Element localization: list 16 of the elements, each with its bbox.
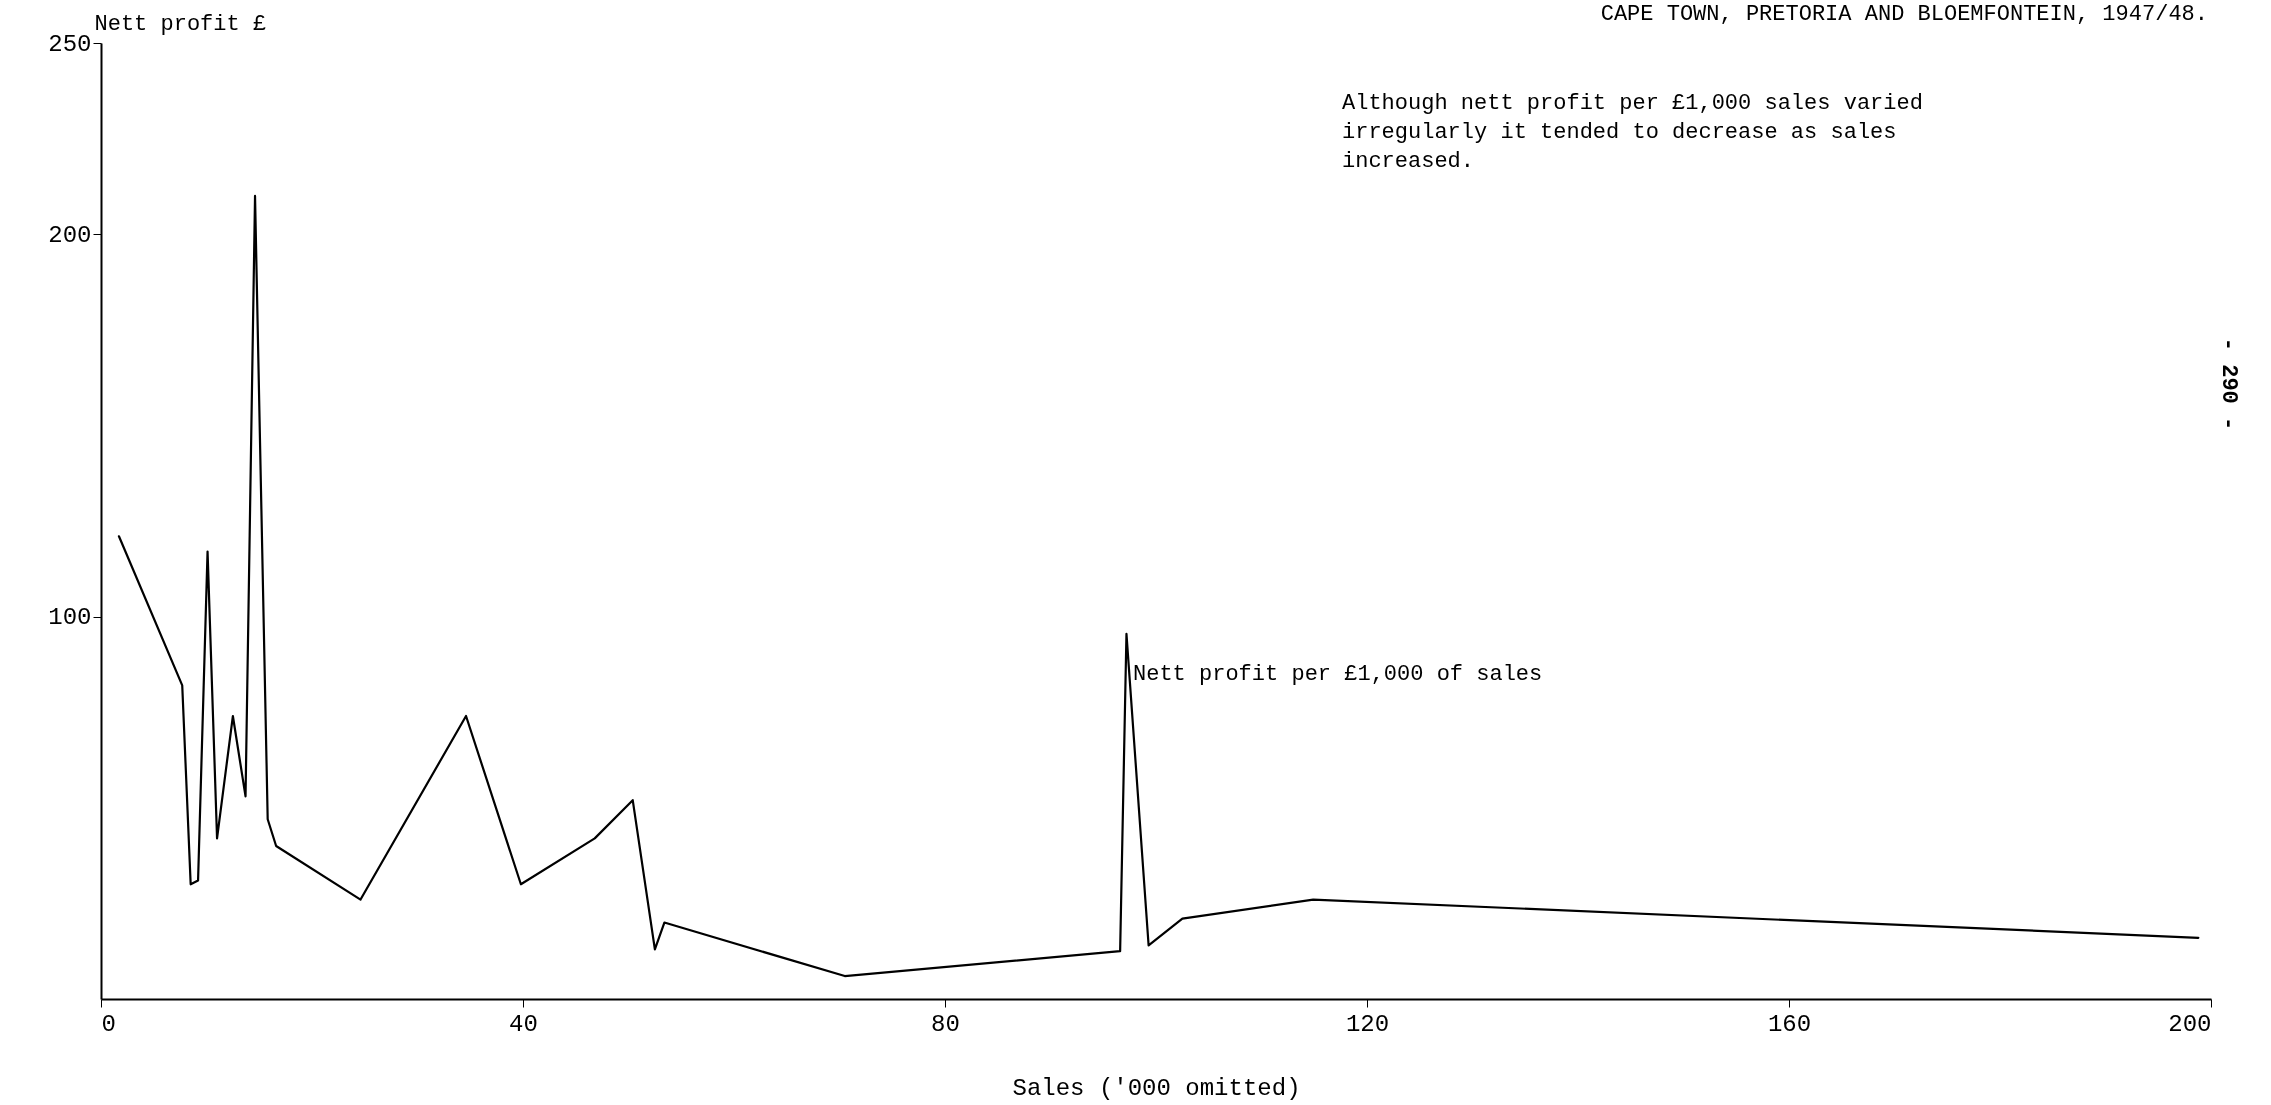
x-tick-label: 200 (2168, 1010, 2212, 1038)
x-axis-title: Sales ('000 omitted) (1012, 1074, 1301, 1102)
chart-title: CAPE TOWN, PRETORIA AND BLOEMFONTEIN, 1947/48. (1600, 2, 2208, 27)
x-tick-label: 80 (931, 1010, 960, 1038)
text: Although nett profit per £1,000 sales varied irregularly it tended to decrease as sales increased. (1342, 91, 1923, 174)
x-tick-label: 160 (1767, 1010, 1812, 1038)
y-tick-label: 250 (48, 30, 92, 58)
y-axis-title: Nett profit £ (94, 11, 267, 37)
x-tick-label: 0 (101, 1010, 116, 1038)
series-label: Nett profit per £1,000 of sales (1133, 662, 1543, 687)
x-tick-label: 40 (509, 1010, 538, 1038)
y-tick-label: 200 (48, 221, 92, 249)
y-tick-label: 100 (48, 604, 92, 632)
text: - 290 - (2216, 337, 2241, 431)
x-tick-label: 120 (1345, 1010, 1390, 1038)
line-series (117, 194, 2200, 978)
